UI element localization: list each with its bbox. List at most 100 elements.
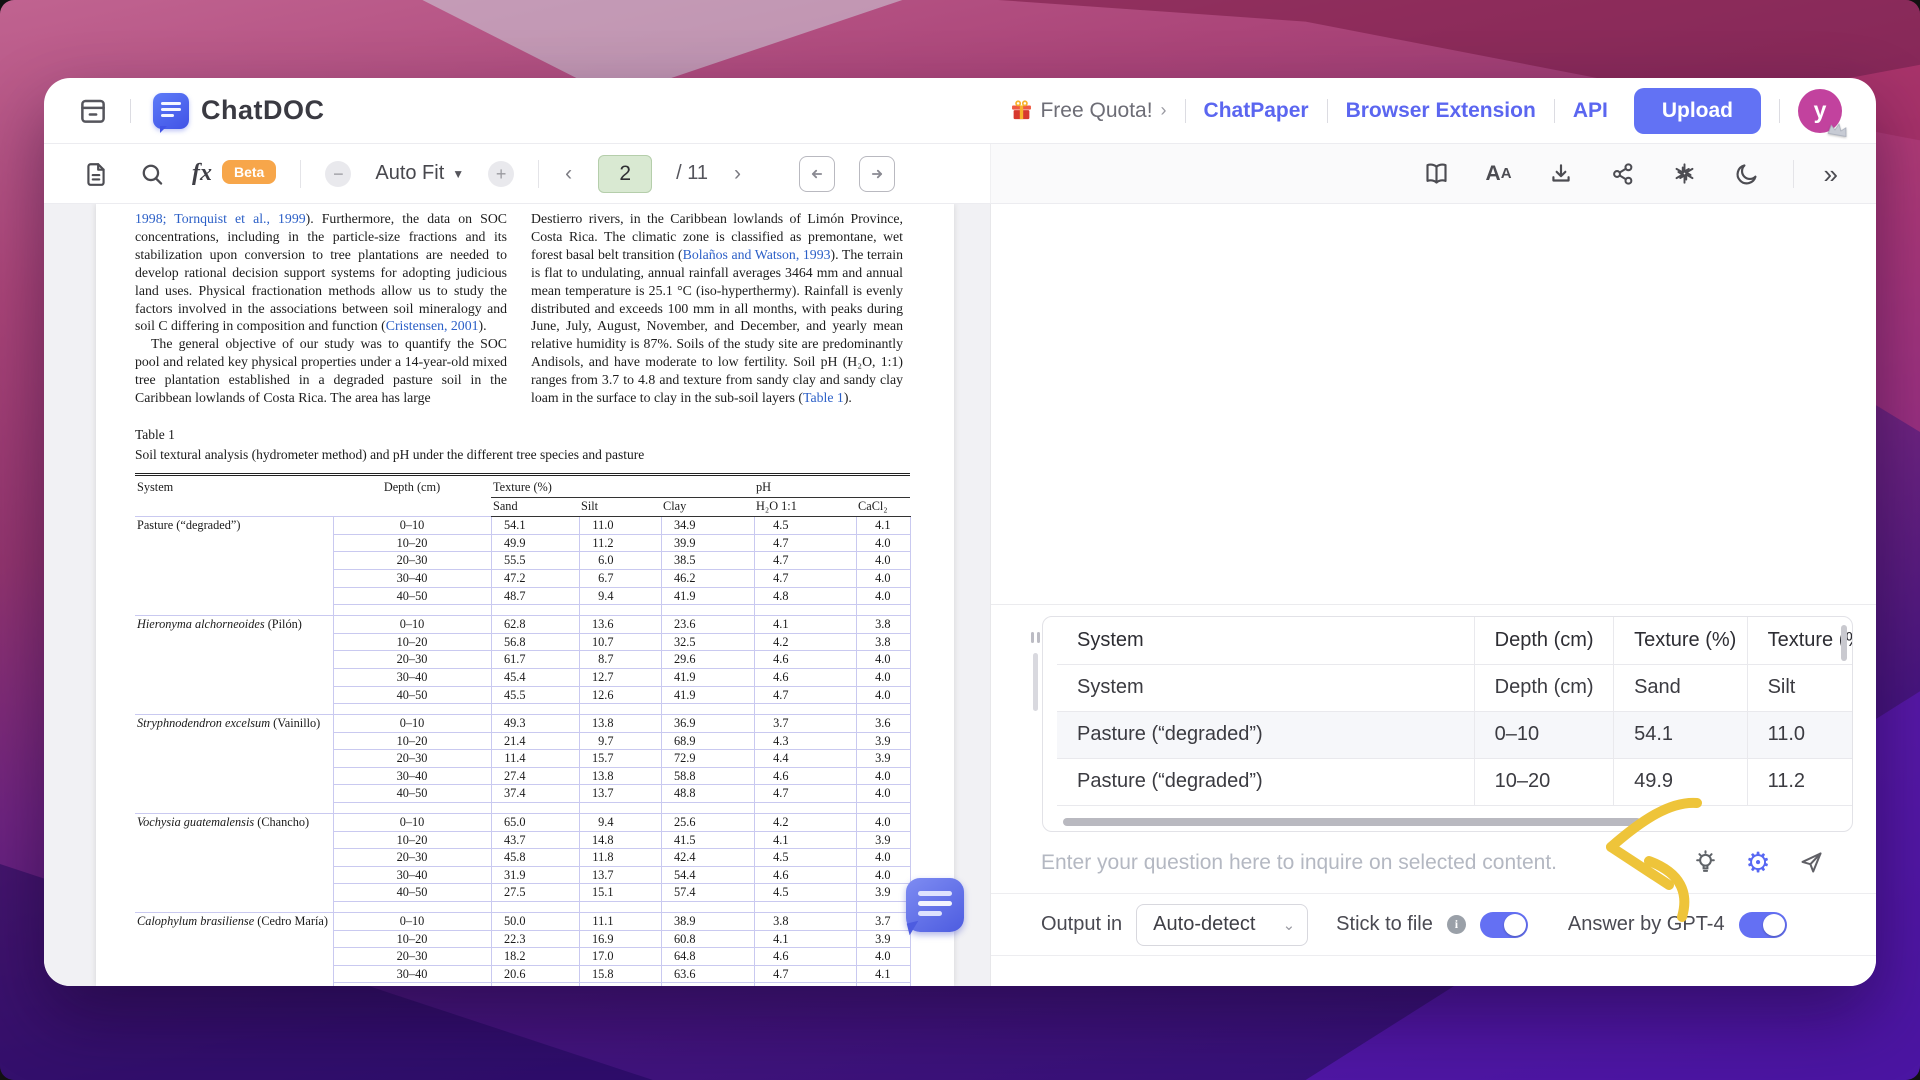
pdf-table-cell: 16.9 [578,929,662,949]
pdf-text-columns: 1998; Tornquist et al., 1999). Furthermo… [96,204,954,407]
pdf-table-cell: 20–30 [332,650,492,669]
pdf-table-cell: 4.1 [753,929,857,949]
zoom-fit-select[interactable]: Auto Fit ▼ [375,162,464,185]
pdf-table-header: Depth (cm) [383,479,441,494]
output-language-select[interactable]: Auto-detect ⌄ [1136,903,1309,946]
download-icon[interactable] [1545,158,1577,190]
pdf-table-cell: 4.0 [855,848,911,867]
search-icon[interactable] [136,158,168,190]
pdf-table-cell: 34.9 [660,516,755,535]
free-quota-link[interactable]: Free Quota! › [1011,99,1167,123]
info-icon[interactable]: i [1446,915,1466,934]
extract-table-button[interactable] [906,878,964,936]
pdf-table-cell [135,651,333,669]
page-number-input[interactable]: 2 [598,154,653,193]
pdf-table-cell: 3.7 [753,714,857,733]
extracted-table-cell: System [1057,664,1475,712]
extracted-table-cell: 0–10 [1474,711,1615,759]
drag-handle[interactable] [1028,632,1042,711]
stick-to-file-label: Stick to file [1336,913,1433,935]
pdf-table-cell [332,703,492,716]
pdf-table-cell: 4.7 [753,685,857,705]
pdf-table-cell: 11.0 [578,516,662,535]
pdf-table-cell [135,569,333,587]
citation-link[interactable]: Cristensen, 2001 [385,318,479,334]
pdf-table-cell [490,703,580,716]
crown-icon [1827,122,1847,137]
upload-button[interactable]: Upload [1633,87,1761,134]
send-icon[interactable] [1796,848,1826,878]
user-avatar[interactable]: y [1798,88,1847,137]
pdf-table-cell: 4.2 [753,632,857,652]
zoom-in-button[interactable]: + [488,160,515,187]
chat-settings-icon[interactable]: ⚙ [1745,846,1771,878]
document-list-icon[interactable] [74,92,112,130]
avatar-letter: y [1813,97,1827,123]
pdf-table-cell: 20–30 [332,749,492,768]
history-forward-button[interactable] [859,155,896,192]
reader-mode-icon[interactable] [1421,158,1453,190]
citation-link[interactable]: Bolaños and Watson, 1993 [682,246,831,262]
pdf-table-cell: 31.9 [490,865,580,885]
openai-icon[interactable] [1669,158,1701,190]
previous-page-icon[interactable]: ‹ [565,161,573,185]
chatdoc-logo-icon [153,92,189,133]
horizontal-scrollbar[interactable] [1063,818,1641,826]
pdf-table-cell [135,750,333,768]
pdf-viewer[interactable]: 1998; Tornquist et al., 1999). Furthermo… [44,204,990,986]
pdf-table-cell: 4.1 [753,830,857,850]
question-input[interactable]: Enter your question here to inquire on s… [1041,850,1557,874]
pdf-table-cell: 62.8 [490,615,580,634]
next-page-icon[interactable]: › [734,161,742,185]
pdf-data-table[interactable]: System Depth (cm) Texture (%) pH Sand Silt Cla… [135,472,911,986]
pdf-table-cell [135,785,333,803]
history-back-button[interactable] [799,155,836,192]
thumbnail-panel-icon[interactable] [80,158,112,190]
formula-tool-icon[interactable]: fx [192,160,212,186]
pdf-table-cell: 10–20 [332,731,492,751]
vertical-scrollbar[interactable] [1841,625,1847,661]
extracted-table-cell: Sand [1613,664,1748,712]
stick-to-file-toggle[interactable] [1479,911,1528,938]
pdf-table-cell [135,866,333,884]
pdf-table-cell [135,965,333,983]
pdf-table-cell: 12.7 [578,667,662,687]
chatdoc-logo[interactable]: ChatDOC [153,92,325,133]
pdf-table-cell: 60.8 [660,929,755,949]
citation-link[interactable]: 1998; Tornquist et al., 1999 [135,211,306,226]
nav-browser-extension[interactable]: Browser Extension [1345,98,1536,122]
pdf-table-cell [135,902,333,913]
prompt-ideas-icon[interactable] [1690,848,1720,878]
pdf-table-cell: 10.7 [578,632,662,652]
pdf-paragraph: The general objective of our study was t… [135,336,507,406]
citation-link[interactable]: Table 1 [803,390,844,406]
share-icon[interactable] [1607,158,1639,190]
pdf-table-header: H₂O 1:1 [754,497,857,518]
pdf-table-cell: 54.4 [660,865,755,885]
pdf-table-cell: 63.6 [660,964,755,984]
collapse-panel-icon[interactable]: » [1823,158,1838,189]
pdf-table-cell: 9.4 [578,813,662,832]
answer-by-gpt4-toggle[interactable] [1738,911,1787,938]
pdf-table-cell [135,552,333,570]
dark-mode-icon[interactable] [1731,158,1763,190]
pdf-table-cell: 30–40 [332,964,492,984]
pdf-table-cell [660,802,755,815]
pdf-table-cell [578,604,662,617]
pdf-table-cell: 10–20 [332,929,492,949]
pdf-table-cell [753,604,857,617]
pdf-table-cell [660,901,755,914]
extracted-table-cell: Silt [1747,664,1852,712]
pdf-table-cell: 3.9 [855,883,911,903]
pdf-table-cell: 3.9 [855,830,911,850]
pdf-table-subtitle: Soil textural analysis (hydrometer metho… [135,446,645,462]
nav-chatpaper[interactable]: ChatPaper [1203,98,1309,122]
scrollbar[interactable] [1032,653,1038,711]
pdf-table-cell: 4.5 [753,982,857,986]
pdf-table-cell: 3.8 [855,632,911,652]
nav-api[interactable]: API [1572,98,1608,122]
zoom-out-button[interactable]: − [325,160,352,187]
